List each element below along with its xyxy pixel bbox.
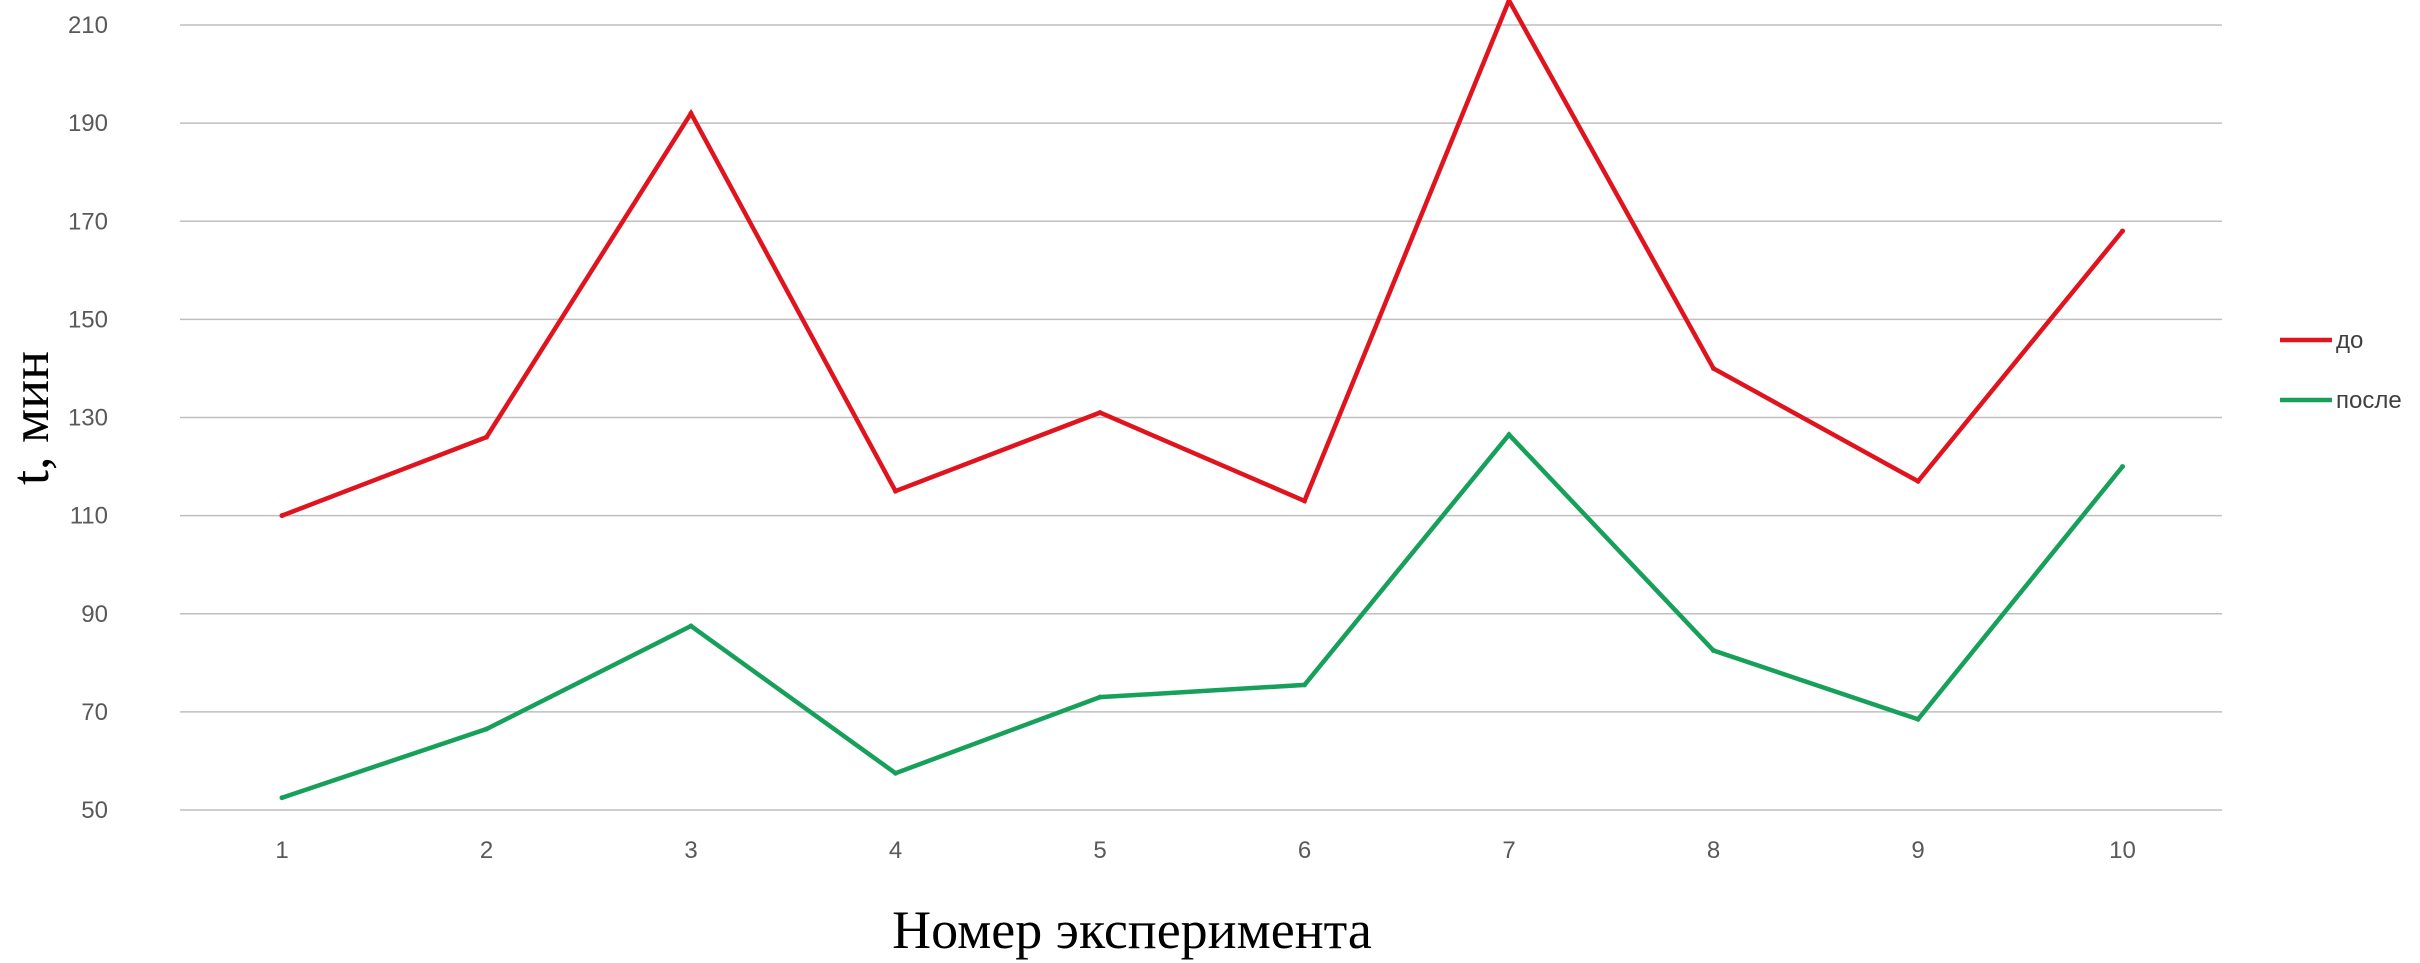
- legend-label: до: [2336, 327, 2363, 354]
- y-tick-label: 170: [68, 208, 108, 235]
- y-axis-title: t, мин: [0, 351, 60, 485]
- x-tick-label: 6: [1298, 837, 1311, 864]
- data-point: [2120, 228, 2125, 234]
- y-tick-label: 190: [68, 110, 108, 137]
- data-point: [2120, 464, 2125, 470]
- series-lines: [279, 0, 2125, 801]
- data-point: [688, 623, 694, 629]
- x-tick-labels: 1 2 3 4 5 6 7 8 9 10: [275, 837, 2136, 864]
- data-point: [279, 513, 285, 519]
- x-tick-label: 3: [684, 837, 697, 864]
- series-line-2: [281, 431, 2125, 800]
- data-point: [1711, 648, 1716, 654]
- x-tick-label: 4: [889, 837, 902, 864]
- x-tick-label: 1: [275, 837, 288, 864]
- x-tick-label: 5: [1093, 837, 1106, 864]
- data-point: [484, 726, 489, 732]
- y-tick-label: 50: [81, 797, 108, 824]
- data-point: [688, 110, 694, 116]
- y-tick-labels: 50 70 90 110 130 150 170 190 210: [68, 12, 108, 824]
- legend-label: после: [2336, 387, 2402, 414]
- data-point: [279, 795, 285, 801]
- x-axis-title: Номер эксперимента: [892, 900, 1372, 960]
- series-line-1: [281, 0, 2125, 518]
- data-point: [893, 488, 898, 494]
- y-tick-label: 130: [68, 405, 108, 432]
- data-point: [1506, 432, 1512, 438]
- x-tick-label: 7: [1502, 837, 1515, 864]
- x-tick-label: 8: [1707, 837, 1720, 864]
- data-point: [1097, 694, 1103, 700]
- data-point: [1302, 498, 1307, 504]
- y-tick-label: 90: [81, 601, 108, 628]
- y-tick-label: 110: [70, 503, 108, 530]
- y-tick-label: 150: [68, 306, 108, 333]
- data-point: [1915, 478, 1921, 484]
- data-point: [1506, 0, 1512, 3]
- y-tick-label: 210: [68, 12, 108, 39]
- data-point: [1097, 410, 1103, 416]
- x-tick-label: 2: [480, 837, 493, 864]
- data-point: [484, 434, 489, 440]
- data-point: [1915, 716, 1921, 722]
- y-tick-label: 70: [81, 699, 108, 726]
- x-tick-label: 9: [1911, 837, 1924, 864]
- legend: до после: [2280, 327, 2402, 414]
- data-point: [1302, 682, 1307, 688]
- data-point: [893, 770, 898, 776]
- data-point: [1711, 365, 1716, 371]
- x-tick-label: 10: [2109, 837, 2136, 864]
